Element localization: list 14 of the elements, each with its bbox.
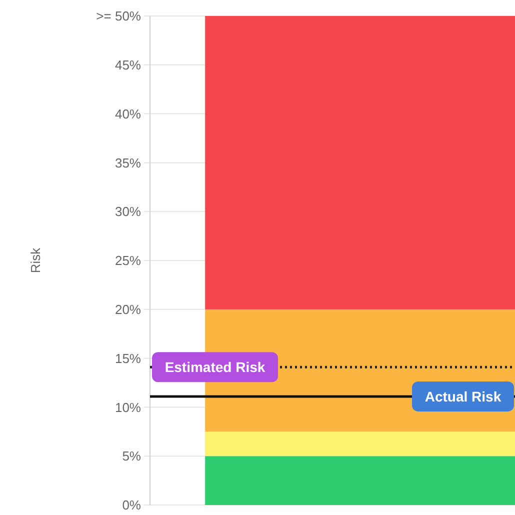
y-tick-label: 35% [114, 155, 142, 170]
y-tick-label: 40% [114, 106, 142, 122]
ref-line-label: Actual Risk [424, 388, 502, 404]
y-tick-label: 10% [114, 400, 142, 415]
y-tick-label: 25% [114, 253, 142, 268]
y-tick-label: 20% [114, 302, 142, 317]
y-tick-label: >= 50% [96, 8, 142, 24]
ref-line-label: Estimated Risk [164, 359, 266, 375]
y-axis-title: Risk [28, 247, 43, 274]
y-tick-label: 30% [114, 204, 142, 220]
y-tick-label: 0% [122, 498, 142, 513]
y-tick-label: 15% [114, 350, 142, 366]
y-tick-label: 45% [114, 57, 142, 72]
y-tick-label: 5% [122, 448, 142, 464]
